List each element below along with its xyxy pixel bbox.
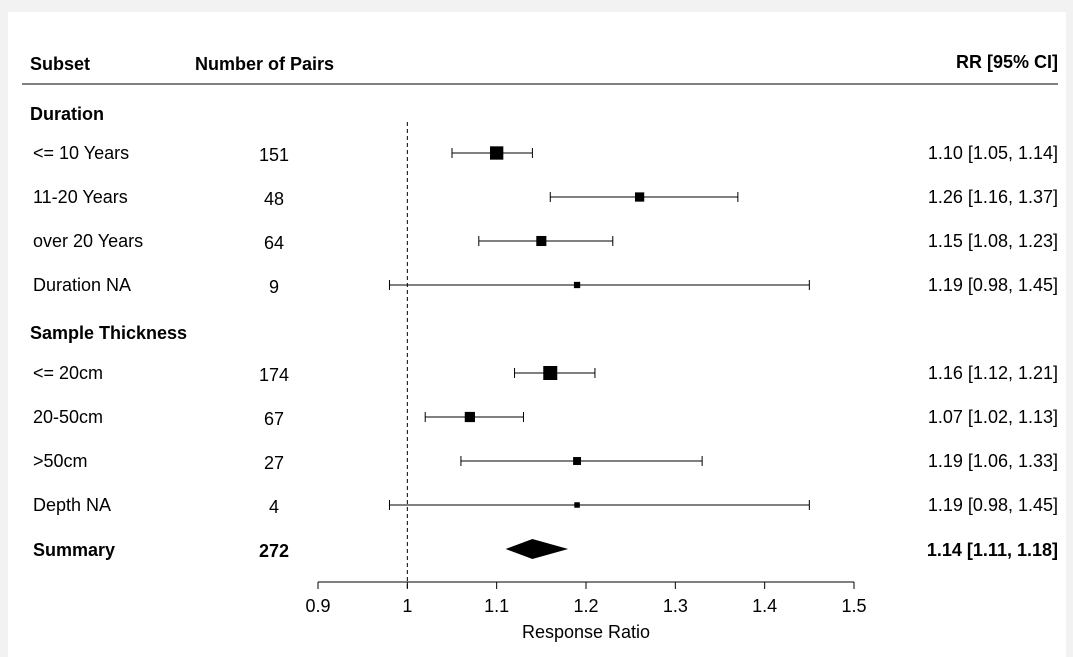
row-label: >50cm: [33, 451, 88, 471]
summary-pairs: 272: [259, 541, 289, 561]
row-pairs: 174: [259, 365, 289, 385]
row-ci-text: 1.19 [1.06, 1.33]: [928, 451, 1058, 471]
row-pairs: 27: [264, 453, 284, 473]
row-ci-text: 1.19 [0.98, 1.45]: [928, 495, 1058, 515]
row-label: <= 20cm: [33, 363, 103, 383]
point-estimate: [464, 411, 475, 423]
row-label: 11-20 Years: [33, 187, 128, 207]
row-pairs: 151: [259, 145, 289, 165]
row-pairs: 9: [269, 277, 279, 297]
row-label: Duration NA: [33, 275, 131, 295]
summary-label: Summary: [33, 540, 115, 560]
row-ci-text: 1.19 [0.98, 1.45]: [928, 275, 1058, 295]
group-label: Duration: [30, 104, 104, 124]
forest-plot-panel: Subset Number of Pairs RR [95% CI] Respo…: [8, 12, 1066, 657]
summary-diamond: [505, 539, 569, 559]
row-label: over 20 Years: [33, 231, 143, 251]
row-ci-text: 1.26 [1.16, 1.37]: [928, 187, 1058, 207]
header-rr-ci: RR [95% CI]: [956, 52, 1058, 72]
row-ci-text: 1.07 [1.02, 1.13]: [928, 407, 1058, 427]
row-pairs: 48: [264, 189, 284, 209]
point-estimate: [536, 235, 547, 247]
point-estimate: [573, 457, 582, 465]
x-axis-label: Response Ratio: [522, 622, 650, 642]
x-tick-label: 1.4: [752, 596, 777, 616]
point-estimate: [634, 192, 645, 202]
point-estimate: [573, 281, 581, 289]
row-pairs: 64: [264, 233, 284, 253]
summary-ci-text: 1.14 [1.11, 1.18]: [927, 540, 1058, 560]
x-tick-label: 1.5: [841, 596, 866, 616]
header-subset: Subset: [30, 54, 90, 74]
point-estimate: [574, 502, 580, 508]
group-label: Sample Thickness: [30, 323, 187, 343]
x-tick-label: 1: [402, 596, 412, 616]
row-label: <= 10 Years: [33, 143, 129, 163]
row-ci-text: 1.16 [1.12, 1.21]: [928, 363, 1058, 383]
x-tick-label: 1.1: [484, 596, 509, 616]
row-pairs: 67: [264, 409, 284, 429]
row-ci-text: 1.10 [1.05, 1.14]: [928, 143, 1058, 163]
point-estimate: [490, 146, 504, 160]
row-label: 20-50cm: [33, 407, 103, 427]
forest-plot: Subset Number of Pairs RR [95% CI] Respo…: [22, 52, 1058, 642]
row-pairs: 4: [269, 497, 279, 517]
row-label: Depth NA: [33, 495, 111, 515]
row-ci-text: 1.15 [1.08, 1.23]: [928, 231, 1058, 251]
point-estimate: [543, 366, 558, 380]
x-tick-label: 0.9: [305, 596, 330, 616]
x-tick-label: 1.2: [573, 596, 598, 616]
header-number-of-pairs: Number of Pairs: [195, 54, 334, 74]
x-tick-label: 1.3: [663, 596, 688, 616]
